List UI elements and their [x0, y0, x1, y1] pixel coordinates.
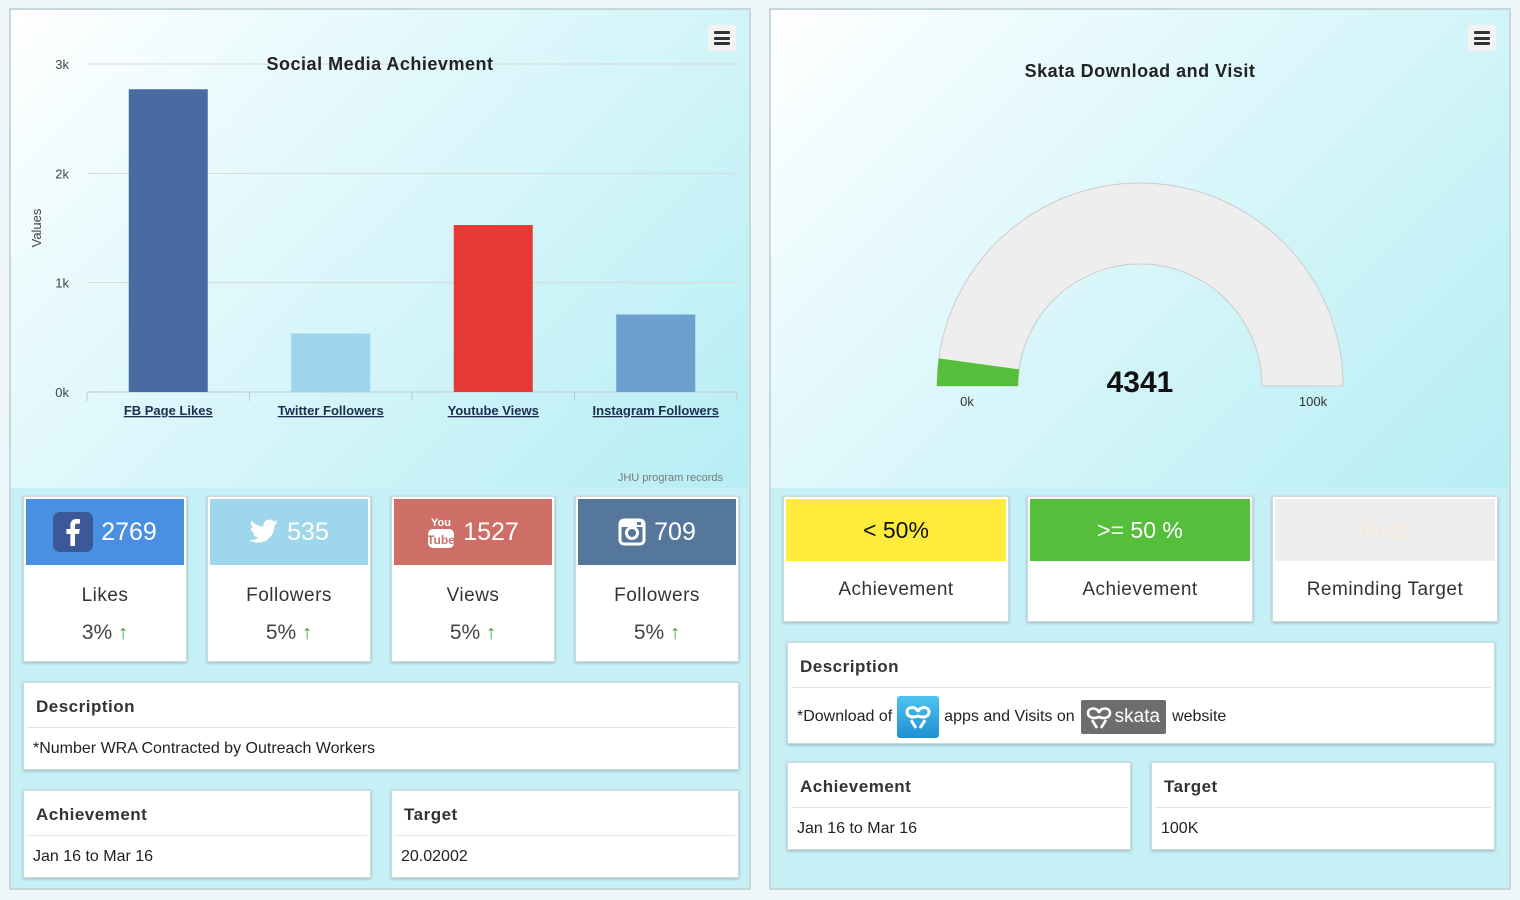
- description-title: Description: [27, 683, 735, 728]
- target-card: Target 100K: [1151, 762, 1495, 850]
- skata-app-icon: [897, 696, 940, 738]
- gauge-menu-button[interactable]: [1468, 25, 1496, 51]
- arrow-up-icon: ↑: [118, 622, 129, 644]
- legend-below-50-swatch: < 50%: [786, 499, 1006, 561]
- twitter-stat-card: 535 Followers 5% ↑: [207, 496, 371, 662]
- stat-label: Likes: [81, 585, 129, 606]
- legend-rest-card: Rest Reminding Target: [1272, 496, 1498, 622]
- skata-logo-text: skata: [1114, 706, 1161, 727]
- gauge-title: Skata Download and Visit: [1025, 61, 1256, 81]
- y-tick-label: 1k: [55, 276, 69, 291]
- target-card: Target 20.02002: [391, 790, 739, 878]
- target-title: Target: [395, 791, 735, 836]
- instagram-stat-header: 709: [578, 499, 736, 565]
- stat-value: 1527: [463, 517, 519, 546]
- stat-label: Followers: [246, 585, 332, 606]
- social-media-panel: 0k 1k 2k 3k Social Media Achievment Values FB …: [9, 8, 751, 890]
- bar: [453, 225, 533, 392]
- skata-panel: Skata Download and Visit 4341 0k 100k < …: [769, 8, 1511, 890]
- description-prefix: *Download of: [797, 708, 893, 725]
- y-tick-label: 3k: [55, 57, 69, 72]
- achievement-card: Achievement Jan 16 to Mar 16: [23, 790, 371, 878]
- y-axis-label: Values: [29, 208, 44, 247]
- gauge-max-label: 100k: [1299, 394, 1328, 409]
- target-title: Target: [1155, 763, 1491, 808]
- legend-above-50-swatch: >= 50 %: [1030, 499, 1250, 561]
- achievement-text: Jan 16 to Mar 16: [33, 848, 154, 865]
- instagram-stat-card: 709 Followers 5% ↑: [575, 496, 739, 662]
- chart-menu-button[interactable]: [708, 25, 736, 51]
- description-text: *Number WRA Contracted by Outreach Worke…: [33, 740, 376, 757]
- stat-value: 709: [654, 517, 696, 546]
- twitter-stat-header: 535: [210, 499, 368, 565]
- skata-logo-icon: [1086, 707, 1111, 729]
- percent-value: 3%: [81, 621, 113, 644]
- stat-value: 2769: [101, 517, 157, 546]
- y-tick-label: 0k: [55, 385, 69, 400]
- stat-percent: 3% ↑: [24, 621, 186, 645]
- skata-logo: skata: [1080, 700, 1167, 734]
- stat-percent: 5% ↑: [576, 621, 738, 645]
- legend-caption: Achievement: [1082, 579, 1198, 600]
- legend-caption: Reminding Target: [1306, 579, 1464, 600]
- target-text: 20.02002: [401, 848, 468, 865]
- arrow-up-icon: ↑: [302, 622, 313, 644]
- x-tick-label[interactable]: Instagram Followers: [593, 403, 719, 418]
- gauge-value: 4341: [1107, 366, 1174, 399]
- percent-value: 5%: [633, 621, 665, 644]
- gauge-chart: Skata Download and Visit 4341 0k 100k: [936, 61, 1344, 409]
- target-text: 100K: [1161, 820, 1199, 837]
- youtube-stat-card: You Tube 1527 Views 5% ↑: [391, 496, 555, 662]
- svg-text:You: You: [431, 517, 451, 529]
- legend-rest-swatch: Rest: [1275, 499, 1495, 561]
- youtube-icon: You Tube: [427, 515, 455, 549]
- stat-value: 535: [287, 517, 329, 546]
- achievement-title: Achievement: [27, 791, 367, 836]
- arrow-up-icon: ↑: [486, 622, 497, 644]
- stat-percent: 5% ↑: [208, 621, 370, 645]
- stat-label: Followers: [614, 585, 700, 606]
- facebook-stat-header: 2769: [26, 499, 184, 565]
- achievement-text: Jan 16 to Mar 16: [797, 820, 918, 837]
- gauge-fill: [937, 358, 1020, 386]
- chart-title: Social Media Achievment: [267, 54, 494, 74]
- bar: [616, 314, 696, 392]
- gauge-chart-container: Skata Download and Visit 4341 0k 100k: [771, 10, 1509, 488]
- arrow-up-icon: ↑: [670, 622, 681, 644]
- x-tick-label[interactable]: FB Page Likes: [124, 403, 213, 418]
- description-card: Description *Number WRA Contracted by Ou…: [23, 682, 739, 770]
- x-tick-label[interactable]: Twitter Followers: [278, 403, 384, 418]
- bar-chart-container: 0k 1k 2k 3k Social Media Achievment Values FB …: [11, 10, 749, 488]
- bar-chart: 0k 1k 2k 3k Social Media Achievment Values FB …: [29, 54, 738, 484]
- percent-value: 5%: [265, 621, 297, 644]
- description-text: *Download of apps and Visits on skata we…: [788, 688, 1494, 738]
- gauge-min-label: 0k: [960, 394, 974, 409]
- chart-credits: JHU program records: [618, 472, 724, 484]
- legend-below-50-card: < 50% Achievement: [783, 496, 1009, 622]
- facebook-stat-card: 2769 Likes 3% ↑: [23, 496, 187, 662]
- stat-label: Views: [446, 585, 500, 606]
- twitter-icon: [249, 519, 279, 545]
- description-middle: apps and Visits on: [944, 708, 1075, 725]
- legend-above-50-card: >= 50 % Achievement: [1027, 496, 1253, 622]
- facebook-icon: [53, 512, 94, 552]
- percent-value: 5%: [449, 621, 481, 644]
- svg-text:Tube: Tube: [427, 533, 455, 547]
- achievement-title: Achievement: [791, 763, 1127, 808]
- achievement-card: Achievement Jan 16 to Mar 16: [787, 762, 1131, 850]
- bar: [128, 89, 208, 393]
- x-tick-label[interactable]: Youtube Views: [448, 403, 539, 418]
- legend-caption: Achievement: [838, 579, 954, 600]
- description-suffix: website: [1172, 708, 1227, 725]
- gauge-track: [936, 182, 1344, 387]
- y-tick-label: 2k: [55, 166, 69, 181]
- instagram-icon: [618, 518, 646, 546]
- description-title: Description: [791, 643, 1491, 688]
- description-card: Description *Download of apps and Visits…: [787, 642, 1495, 744]
- youtube-stat-header: You Tube 1527: [394, 499, 552, 565]
- stat-percent: 5% ↑: [392, 621, 554, 645]
- bar: [291, 333, 371, 392]
